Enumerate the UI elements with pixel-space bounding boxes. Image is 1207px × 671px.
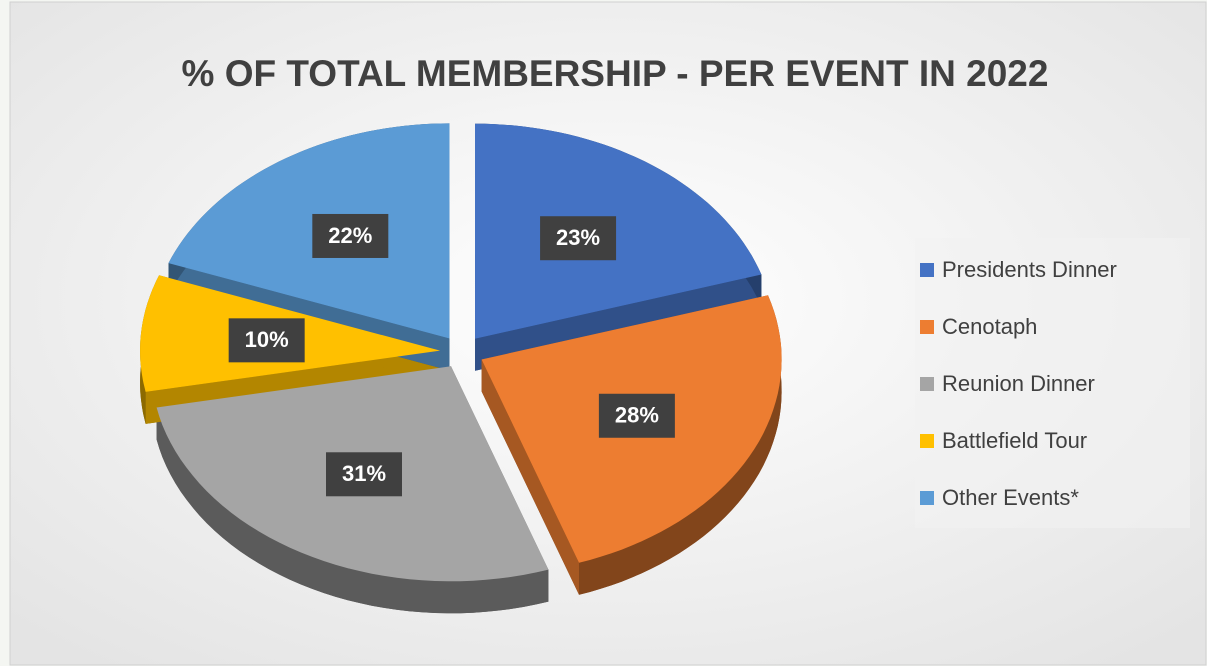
legend-label: Reunion Dinner — [942, 371, 1095, 396]
data-label: 10% — [245, 327, 289, 352]
legend-label: Presidents Dinner — [942, 257, 1117, 282]
slice-side — [579, 295, 782, 595]
legend-label: Other Events* — [942, 485, 1079, 510]
slice-edge — [481, 359, 580, 595]
legend-swatch — [920, 491, 934, 505]
data-label-bg — [228, 318, 305, 363]
data-label-bg — [540, 216, 617, 261]
legend-swatch — [920, 320, 934, 334]
data-label: 28% — [615, 403, 659, 428]
slice-side — [156, 407, 549, 614]
legend-label: Cenotaph — [942, 314, 1037, 339]
pie-slice — [168, 123, 450, 339]
data-label-bg — [326, 452, 402, 497]
data-label: 22% — [328, 223, 372, 248]
data-label-bg — [312, 213, 389, 258]
legend-box — [915, 238, 1190, 528]
data-label: 23% — [556, 225, 600, 250]
chart-title: % OF TOTAL MEMBERSHIP - PER EVENT IN 202… — [182, 53, 1049, 94]
legend-label: Battlefield Tour — [942, 428, 1087, 453]
data-label-bg — [598, 393, 675, 438]
legend-swatch — [920, 434, 934, 448]
legend-swatch — [920, 377, 934, 391]
data-label: 31% — [342, 461, 386, 486]
legend-swatch — [920, 263, 934, 277]
pie-slice — [475, 123, 762, 339]
